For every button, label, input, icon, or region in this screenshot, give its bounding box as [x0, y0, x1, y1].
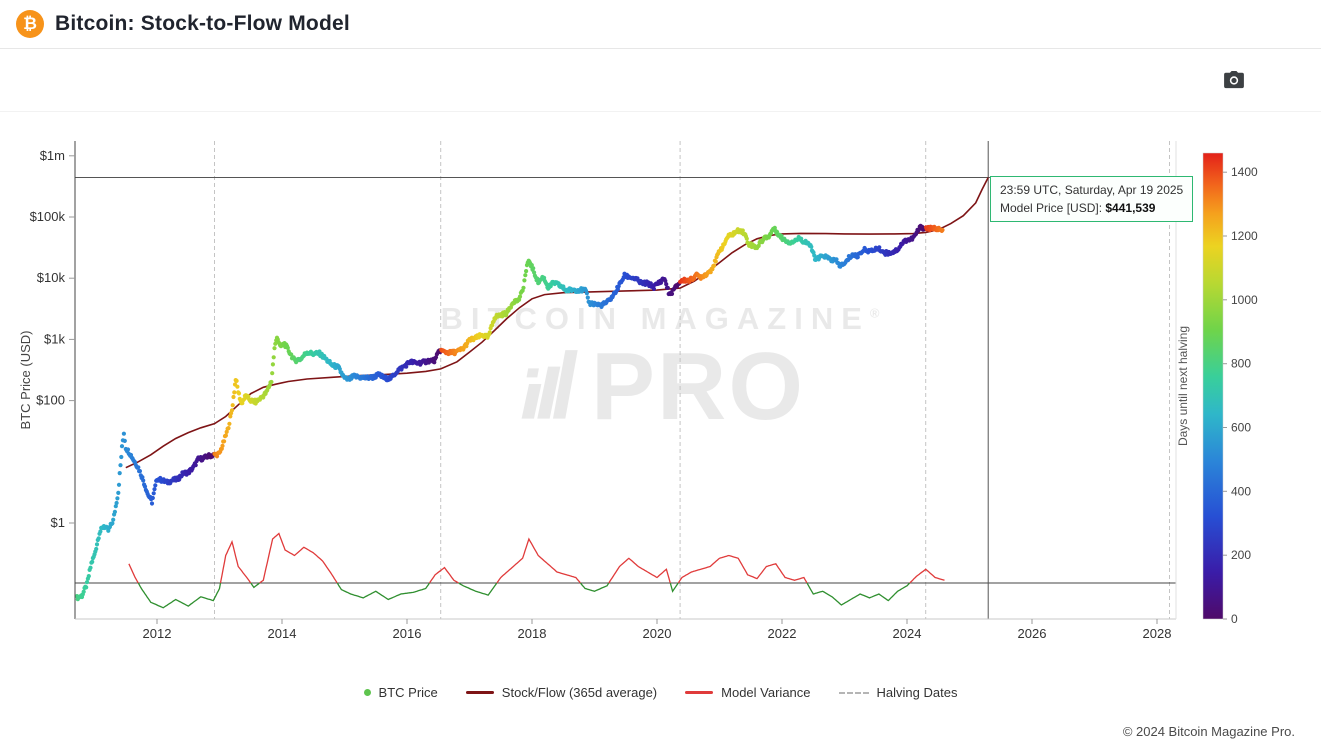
model-variance-series — [128, 532, 945, 609]
legend-item-stock-flow-365d-average[interactable]: Stock/Flow (365d average) — [465, 685, 658, 700]
svg-text:2024: 2024 — [893, 626, 922, 641]
legend-marker — [465, 691, 494, 694]
svg-text:$1: $1 — [51, 515, 65, 530]
copyright: © 2024 Bitcoin Magazine Pro. — [1122, 724, 1295, 739]
svg-text:2012: 2012 — [143, 626, 172, 641]
x-axis: 2012 2014 2016 2018 2020 2022 2024 2026 2028 — [143, 619, 1172, 641]
tooltip-date: 23:59 UTC, Saturday, Apr 19 2025 — [1000, 183, 1184, 197]
legend-item-btc-price[interactable]: BTC Price — [363, 685, 438, 700]
legend-item-halving-dates[interactable]: Halving Dates — [838, 685, 958, 700]
bitcoin-logo-icon: ₿ — [16, 10, 44, 38]
chart-toolbar — [0, 49, 1321, 112]
svg-text:2026: 2026 — [1018, 626, 1047, 641]
colorbar: 0 200 400 600 800 1000 1200 1400 Days until next… — [1176, 152, 1258, 626]
legend-marker — [838, 691, 869, 694]
y-axis-title: BTC Price (USD) — [18, 331, 33, 430]
svg-text:1000: 1000 — [1231, 293, 1258, 307]
svg-text:1400: 1400 — [1231, 165, 1258, 179]
page-title: Bitcoin: Stock-to-Flow Model — [55, 12, 350, 35]
svg-text:2016: 2016 — [393, 626, 422, 641]
svg-text:$100: $100 — [36, 393, 65, 408]
legend-label: Halving Dates — [876, 685, 958, 700]
svg-text:2028: 2028 — [1143, 626, 1172, 641]
svg-text:400: 400 — [1231, 484, 1251, 498]
svg-text:2018: 2018 — [518, 626, 547, 641]
camera-button[interactable] — [1219, 67, 1249, 93]
svg-text:200: 200 — [1231, 548, 1251, 562]
chart-area: BITCOIN MAGAZINE® PRO $1m $100k $10k $1k $10… — [0, 121, 1321, 655]
stock-flow-line — [125, 177, 989, 469]
legend-label: Stock/Flow (365d average) — [501, 685, 658, 700]
model-price-tooltip: 23:59 UTC, Saturday, Apr 19 2025 Model P… — [990, 176, 1194, 222]
btc-price-series — [74, 223, 945, 602]
legend-marker — [685, 691, 714, 694]
y-axis: $1m $100k $10k $1k $100 $1 BTC Price (USD) — [18, 148, 75, 530]
legend-label: Model Variance — [721, 685, 811, 700]
stock-to-flow-chart[interactable]: $1m $100k $10k $1k $100 $1 BTC Price (USD) 2012… — [0, 121, 1321, 646]
tooltip-model-price: Model Price [USD]: $441,539 — [1000, 201, 1156, 215]
svg-text:1200: 1200 — [1231, 229, 1258, 243]
svg-text:0: 0 — [1231, 612, 1238, 626]
svg-text:2020: 2020 — [643, 626, 672, 641]
svg-text:2014: 2014 — [268, 626, 297, 641]
legend-item-model-variance[interactable]: Model Variance — [685, 685, 811, 700]
legend-label: BTC Price — [378, 685, 438, 700]
svg-text:$1k: $1k — [44, 331, 65, 346]
svg-text:2022: 2022 — [768, 626, 797, 641]
page-header: ₿ Bitcoin: Stock-to-Flow Model — [0, 0, 1321, 49]
legend: BTC Price Stock/Flow (365d average) Model … — [0, 685, 1321, 700]
svg-text:$100k: $100k — [30, 209, 66, 224]
colorbar-title: Days until next halving — [1176, 326, 1190, 446]
camera-icon — [1223, 71, 1245, 92]
legend-marker — [363, 689, 371, 696]
svg-text:$10k: $10k — [37, 270, 66, 285]
svg-text:$1m: $1m — [40, 148, 65, 163]
svg-text:600: 600 — [1231, 421, 1251, 435]
svg-text:800: 800 — [1231, 357, 1251, 371]
